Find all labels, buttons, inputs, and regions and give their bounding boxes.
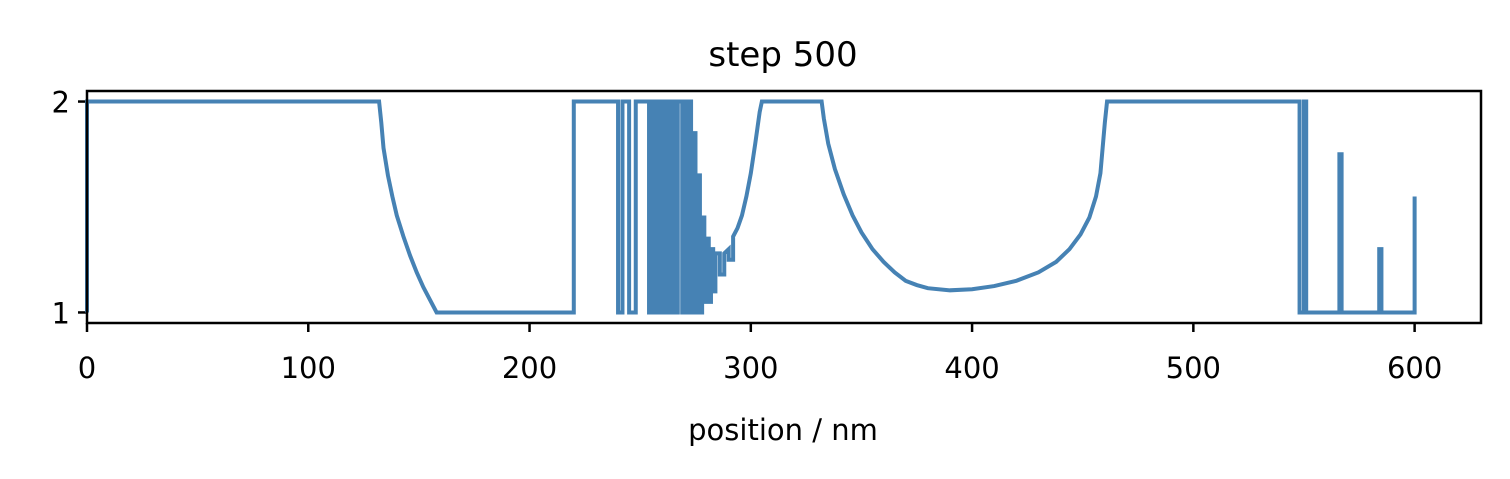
x-tick-label: 500 (1166, 351, 1221, 385)
x-tick-label: 0 (78, 351, 96, 385)
x-tick-label: 300 (723, 351, 778, 385)
x-tick-label: 100 (281, 351, 336, 385)
x-tick-label: 400 (944, 351, 999, 385)
y-tick-label: 2 (52, 86, 70, 120)
x-tick-label: 200 (502, 351, 557, 385)
chart-title: step 500 (708, 35, 857, 75)
x-tick-label: 600 (1387, 351, 1442, 385)
axes-frame (85, 89, 1483, 325)
series-line (85, 99, 1417, 315)
x-axis-label: position / nm (688, 413, 878, 447)
ticks-layer: 0 100 200 300 400 500 600 1 2 (52, 86, 1443, 385)
y-tick-label: 1 (52, 296, 70, 330)
series-layer (85, 99, 1417, 315)
